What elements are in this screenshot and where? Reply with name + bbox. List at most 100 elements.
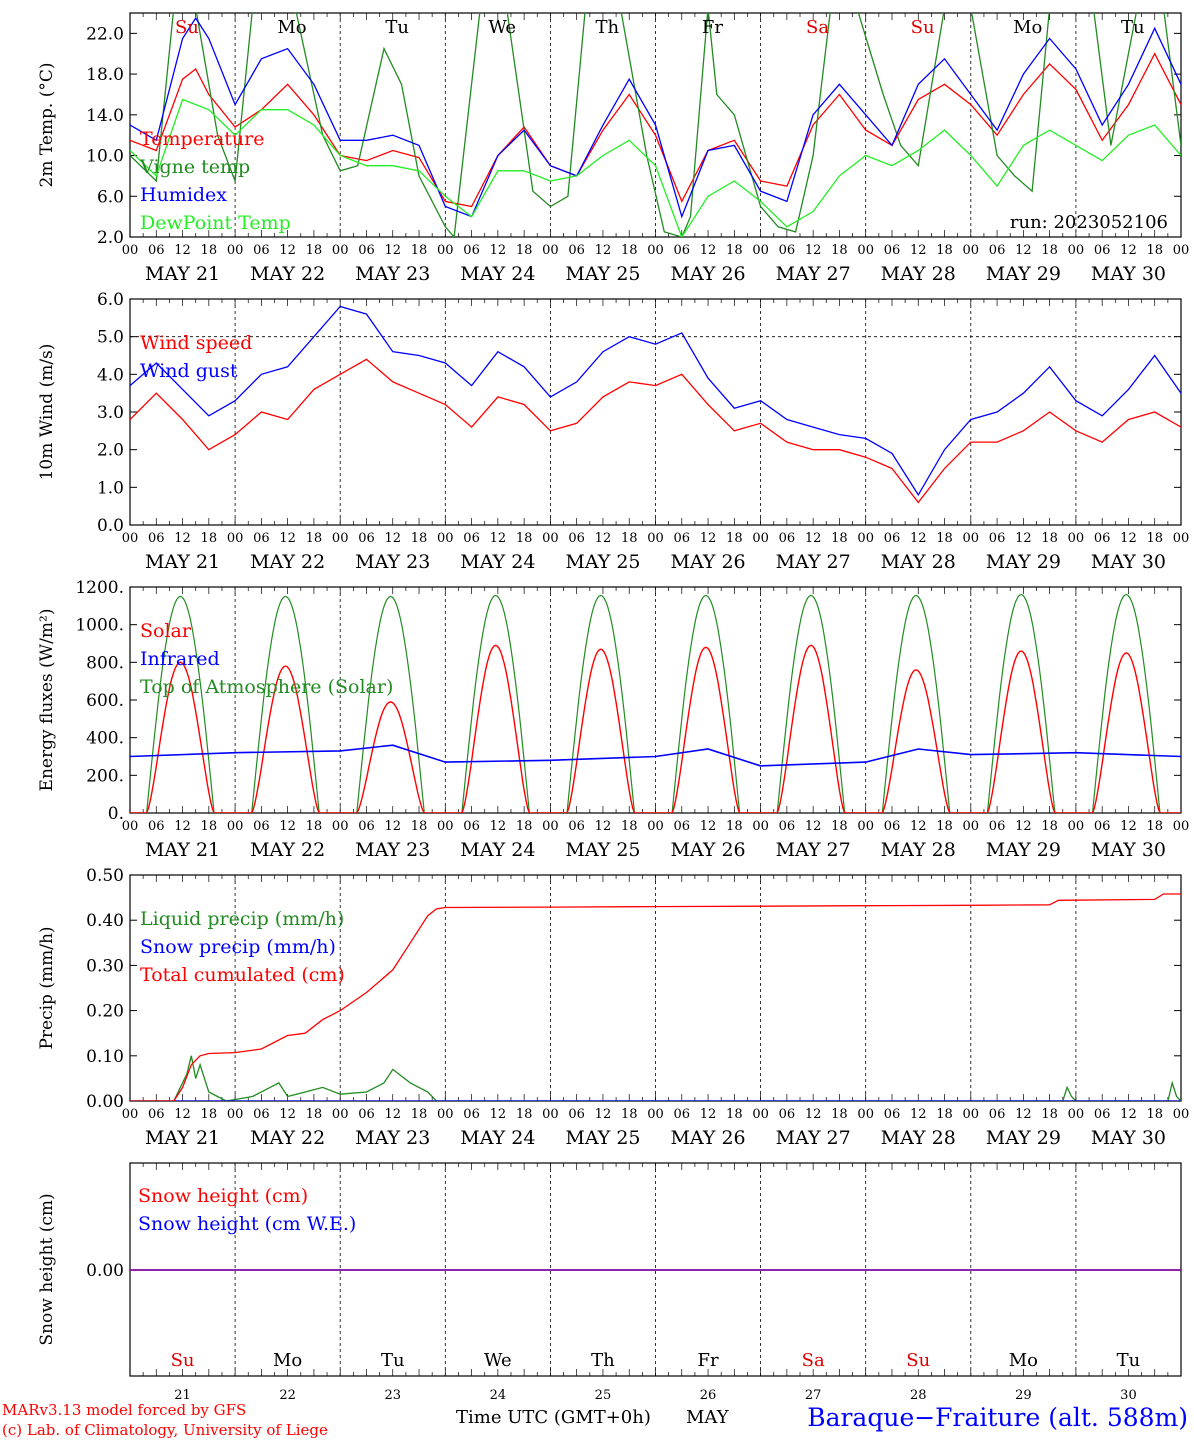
hour-label: 06 [568,531,585,546]
hour-label: 06 [1094,531,1111,546]
date-label: MAY 24 [460,1127,535,1149]
hour-label: 00 [437,243,454,258]
y-tick-label: 0. [108,804,124,824]
hour-label: 12 [279,1107,296,1122]
hour-label: 00 [857,819,874,834]
hour-label: 00 [1173,243,1190,258]
hour-label: 12 [490,243,507,258]
hour-label: 00 [963,243,980,258]
day-name: Tu [381,1350,405,1371]
day-name: Su [911,17,935,38]
hour-label: 06 [358,531,375,546]
legend-entry: Liquid precip (mm/h) [140,908,344,930]
hour-label: 06 [674,243,691,258]
hour-label: 18 [306,1107,323,1122]
hour-label: 06 [358,819,375,834]
footer-model: MARv3.13 model forced by GFS [2,1401,246,1419]
day-name: Su [171,1350,195,1371]
y-tick-label: 0.00 [86,1092,124,1112]
hour-label: 00 [752,1107,769,1122]
hour-label: 18 [516,531,533,546]
day-number: 24 [490,1388,507,1403]
x-axis-month: MAY [686,1407,730,1428]
y-tick-label: 5.0 [97,328,124,348]
hour-label: 12 [595,531,612,546]
hour-label: 18 [1146,531,1163,546]
legend-entry: Snow height (cm) [138,1185,308,1207]
day-number: 23 [384,1388,401,1403]
hour-label: 12 [805,1107,822,1122]
day-name: Sa [802,1350,825,1371]
hour-label: 00 [332,819,349,834]
panel-3: 0. 200. 400. 600. 800. 1000. 1200. Energy fluxe… [37,578,1189,861]
hour-label: 00 [752,531,769,546]
series-group [130,305,1181,504]
y-tick-label: 800. [86,653,124,673]
date-label: MAY 30 [1091,263,1166,285]
series-wind-speed [130,358,1181,504]
date-label: MAY 24 [460,263,535,285]
date-label: MAY 27 [776,839,851,861]
y-axis-label: Energy fluxes (W/m²) [37,609,57,792]
day-name: Mo [277,17,306,38]
date-label: MAY 30 [1091,1127,1166,1149]
hour-label: 12 [1120,819,1137,834]
hour-label: 06 [779,243,796,258]
day-name: Mo [1013,17,1042,38]
hour-label: 18 [1041,243,1058,258]
day-number: 26 [700,1388,717,1403]
day-name: Fr [698,1350,719,1371]
hour-label: 18 [621,819,638,834]
date-label: MAY 24 [460,551,535,573]
hour-label: 06 [253,1107,270,1122]
y-tick-label: 0.0 [97,516,124,536]
hour-label: 12 [700,531,717,546]
y-tick-label: 22.0 [86,24,124,44]
hour-label: 06 [253,819,270,834]
hour-label: 06 [1094,819,1111,834]
hour-label: 18 [306,819,323,834]
hour-label: 00 [542,531,559,546]
legend-entry: Wind gust [140,360,238,382]
series-group [130,13,1181,237]
legend-entry: Total cumulated (cm) [140,964,345,986]
hour-label: 18 [621,1107,638,1122]
hour-label: 12 [1015,531,1032,546]
hour-label: 06 [884,1107,901,1122]
day-name: Tu [1117,1350,1141,1371]
hour-label: 00 [227,1107,244,1122]
date-label: MAY 25 [565,1127,640,1149]
date-label: MAY 23 [355,551,430,573]
hour-label: 18 [1146,243,1163,258]
y-tick-label: 0.20 [86,1002,124,1022]
day-name: We [484,1350,512,1371]
hour-label: 18 [621,243,638,258]
hour-label: 18 [306,531,323,546]
day-name: Fr [702,17,723,38]
date-label: MAY 25 [565,551,640,573]
hour-label: 06 [568,819,585,834]
series-liquid-precip-mm-h [130,1055,1181,1101]
hour-label: 06 [884,819,901,834]
hour-label: 12 [595,1107,612,1122]
legend-entry: Infrared [140,648,220,670]
hour-label: 06 [253,243,270,258]
hour-label: 00 [647,1107,664,1122]
hour-label: 18 [411,243,428,258]
hour-label: 12 [279,243,296,258]
hour-label: 12 [910,1107,927,1122]
hour-label: 12 [700,819,717,834]
date-label: MAY 28 [881,551,956,573]
hour-label: 12 [384,819,401,834]
hour-label: 18 [726,531,743,546]
date-label: MAY 25 [565,263,640,285]
hour-label: 00 [963,819,980,834]
date-label: MAY 23 [355,839,430,861]
hour-label: 00 [542,819,559,834]
hour-label: 18 [1041,531,1058,546]
hour-label: 06 [674,1107,691,1122]
day-name: Mo [1009,1350,1038,1371]
hour-label: 12 [700,243,717,258]
hour-label: 12 [1120,1107,1137,1122]
hour-label: 06 [568,243,585,258]
